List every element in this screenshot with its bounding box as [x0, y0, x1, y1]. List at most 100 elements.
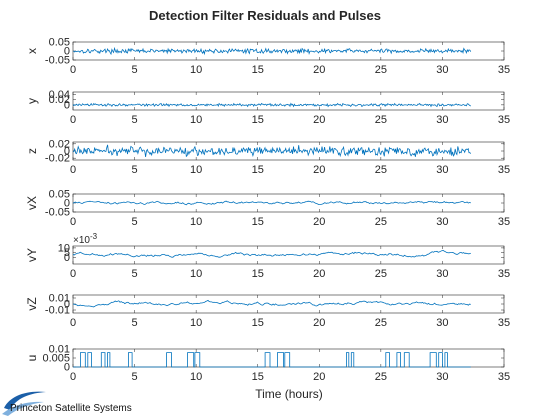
y-axis-label: vZ — [25, 297, 39, 310]
x-tick-label: 30 — [436, 64, 448, 76]
x-tick-label: 5 — [132, 114, 138, 126]
x-tick-label: 30 — [436, 114, 448, 126]
x-tick-label: 5 — [132, 371, 138, 383]
y-tick-label: -0.01 — [45, 305, 70, 317]
x-tick-label: 10 — [190, 114, 202, 126]
x-tick-label: 5 — [132, 216, 138, 228]
chart-title: Detection Filter Residuals and Pulses — [149, 8, 381, 23]
x-tick-label: 20 — [313, 371, 325, 383]
x-tick-label: 35 — [498, 371, 510, 383]
y-tick-label: 0 — [64, 198, 70, 210]
logo-swoosh-icon — [4, 391, 46, 410]
x-tick-label: 35 — [498, 114, 510, 126]
y-tick-label: 0.005 — [42, 353, 70, 365]
x-tick-label: 35 — [498, 216, 510, 228]
series-line-y — [72, 102, 472, 108]
y-tick-label: 0 — [64, 362, 70, 374]
series-line-vy — [72, 249, 471, 258]
y-tick-label: 10 — [58, 242, 70, 254]
x-tick-label: 25 — [375, 164, 387, 176]
company-logo: Princeton Satellite Systems — [2, 391, 132, 416]
x-tick-label: 0 — [70, 164, 76, 176]
x-tick-label: 0 — [70, 114, 76, 126]
logo-swoosh-icon-secondary — [2, 401, 44, 416]
x-tick-label: 10 — [190, 268, 202, 280]
x-tick-label: 5 — [132, 64, 138, 76]
y-tick-label: 0.02 — [49, 138, 70, 150]
x-tick-label: 10 — [190, 164, 202, 176]
y-tick-label: 0 — [64, 146, 70, 158]
x-tick-label: 15 — [252, 114, 264, 126]
x-tick-label: 0 — [70, 216, 76, 228]
x-tick-label: 25 — [375, 216, 387, 228]
x-tick-label: 10 — [190, 216, 202, 228]
y-axis-label: vY — [25, 248, 39, 262]
subplot-z: 0.020-0.020 5 10 15 20 25 30 35z — [25, 138, 510, 176]
y-tick-label: 0 — [64, 252, 70, 264]
y-tick-label: -0.05 — [45, 55, 70, 67]
x-tick-label: 20 — [313, 64, 325, 76]
x-tick-label: 30 — [436, 371, 448, 383]
x-tick-label: 35 — [498, 164, 510, 176]
x-tick-label: 0 — [70, 268, 76, 280]
x-tick-label: 20 — [313, 317, 325, 329]
x-tick-label: 15 — [252, 164, 264, 176]
y-tick-label: -0.02 — [45, 153, 70, 165]
subplot-x: 0.050-0.050 5 10 15 20 25 30 35x — [25, 37, 510, 77]
y-axis-label: z — [25, 148, 39, 154]
y-tick-label: 0 — [64, 99, 70, 111]
x-tick-label: 25 — [375, 371, 387, 383]
x-tick-label: 20 — [313, 268, 325, 280]
x-tick-label: 20 — [313, 216, 325, 228]
x-tick-label: 35 — [498, 268, 510, 280]
y-axis-label: u — [25, 355, 39, 362]
y-axis-label: vX — [25, 196, 39, 210]
x-tick-label: 20 — [313, 164, 325, 176]
y-tick-label: 0 — [64, 46, 70, 58]
x-tick-label: 25 — [375, 317, 387, 329]
x-tick-label: 15 — [252, 64, 264, 76]
x-tick-label: 0 — [70, 371, 76, 383]
x-tick-label: 35 — [498, 64, 510, 76]
x-tick-label: 25 — [375, 268, 387, 280]
x-tick-label: 0 — [70, 64, 76, 76]
y-tick-label: 0.01 — [49, 293, 70, 305]
y-tick-label: 5 — [64, 247, 70, 259]
x-tick-label: 5 — [132, 317, 138, 329]
subplot-vz: 0.010-0.010 5 10 15 20 25 30 35 vZ — [25, 293, 510, 330]
x-tick-label: 30 — [436, 164, 448, 176]
x-tick-label: 10 — [190, 371, 202, 383]
axes-box — [72, 91, 505, 111]
x-tick-label: 10 — [190, 64, 202, 76]
x-tick-label: 0 — [70, 317, 76, 329]
axes-box — [72, 348, 505, 368]
y-axis-label: x — [25, 48, 39, 54]
y-exponent-power: -3 — [90, 232, 98, 241]
series-line-vx — [72, 200, 471, 206]
x-tick-label: 20 — [313, 114, 325, 126]
y-axis-label: y — [25, 98, 39, 104]
x-tick-label: 10 — [190, 317, 202, 329]
x-tick-label: 15 — [252, 317, 264, 329]
x-tick-label: 30 — [436, 268, 448, 280]
y-tick-label: -0.05 — [45, 207, 70, 219]
series-line-vz — [72, 299, 471, 308]
x-tick-label: 15 — [252, 371, 264, 383]
y-tick-label: 0.05 — [49, 189, 70, 201]
x-tick-label: 25 — [375, 64, 387, 76]
x-tick-label: 15 — [252, 216, 264, 228]
x-tick-label: 35 — [498, 317, 510, 329]
x-tick-label: 30 — [436, 216, 448, 228]
x-tick-label: 5 — [132, 164, 138, 176]
logo-text: Princeton Satellite Systems — [10, 403, 132, 414]
x-axis-label: Time (hours) — [255, 387, 323, 401]
y-tick-label: 0.05 — [49, 37, 70, 49]
y-tick-label: 0 — [64, 299, 70, 311]
x-tick-label: 15 — [252, 268, 264, 280]
x-tick-label: 5 — [132, 268, 138, 280]
